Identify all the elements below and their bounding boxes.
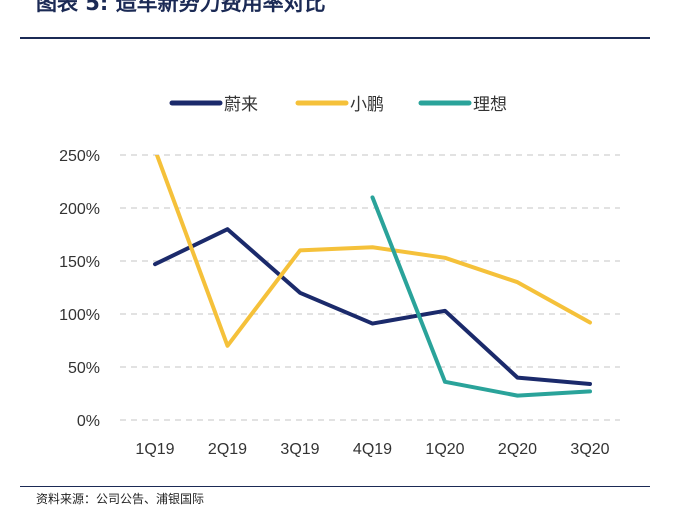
- chart-series: [153, 155, 592, 398]
- x-tick-label: 2Q20: [498, 441, 537, 458]
- x-axis-ticks: 1Q19 2Q19 3Q19 4Q19 1Q20 2Q20 3Q20: [135, 441, 609, 458]
- x-tick-label: 1Q20: [425, 441, 464, 458]
- y-axis-ticks: 0% 50% 100% 150% 200% 250%: [59, 148, 100, 430]
- x-tick-label: 3Q19: [280, 441, 319, 458]
- line-chart: 蔚来 小鹏 理想 0% 50% 100% 150% 200% 250% 1Q19 2Q19 3Q1…: [59, 95, 620, 458]
- legend-label: 理想: [473, 95, 507, 115]
- series-line: [154, 155, 592, 348]
- legend-label: 小鹏: [350, 95, 384, 115]
- y-tick-label: 250%: [59, 148, 100, 165]
- y-tick-label: 0%: [77, 413, 100, 430]
- x-tick-label: 1Q19: [135, 441, 174, 458]
- top-divider: [20, 37, 650, 39]
- page-title: 图表 5: 造车新势力费用率对比: [36, 0, 326, 15]
- bottom-divider: [20, 486, 650, 487]
- x-tick-label: 4Q19: [353, 441, 392, 458]
- legend-label: 蔚来: [224, 95, 258, 115]
- x-tick-label: 3Q20: [570, 441, 609, 458]
- y-tick-label: 200%: [59, 201, 100, 218]
- y-tick-label: 50%: [68, 360, 100, 377]
- chart-legend: 蔚来 小鹏 理想: [169, 95, 507, 115]
- source-note: 资料来源：公司公告、浦银国际: [36, 492, 205, 506]
- series-line: [370, 195, 592, 398]
- x-tick-label: 2Q19: [208, 441, 247, 458]
- series-line: [153, 227, 592, 386]
- y-tick-label: 100%: [59, 307, 100, 324]
- y-tick-label: 150%: [59, 254, 100, 271]
